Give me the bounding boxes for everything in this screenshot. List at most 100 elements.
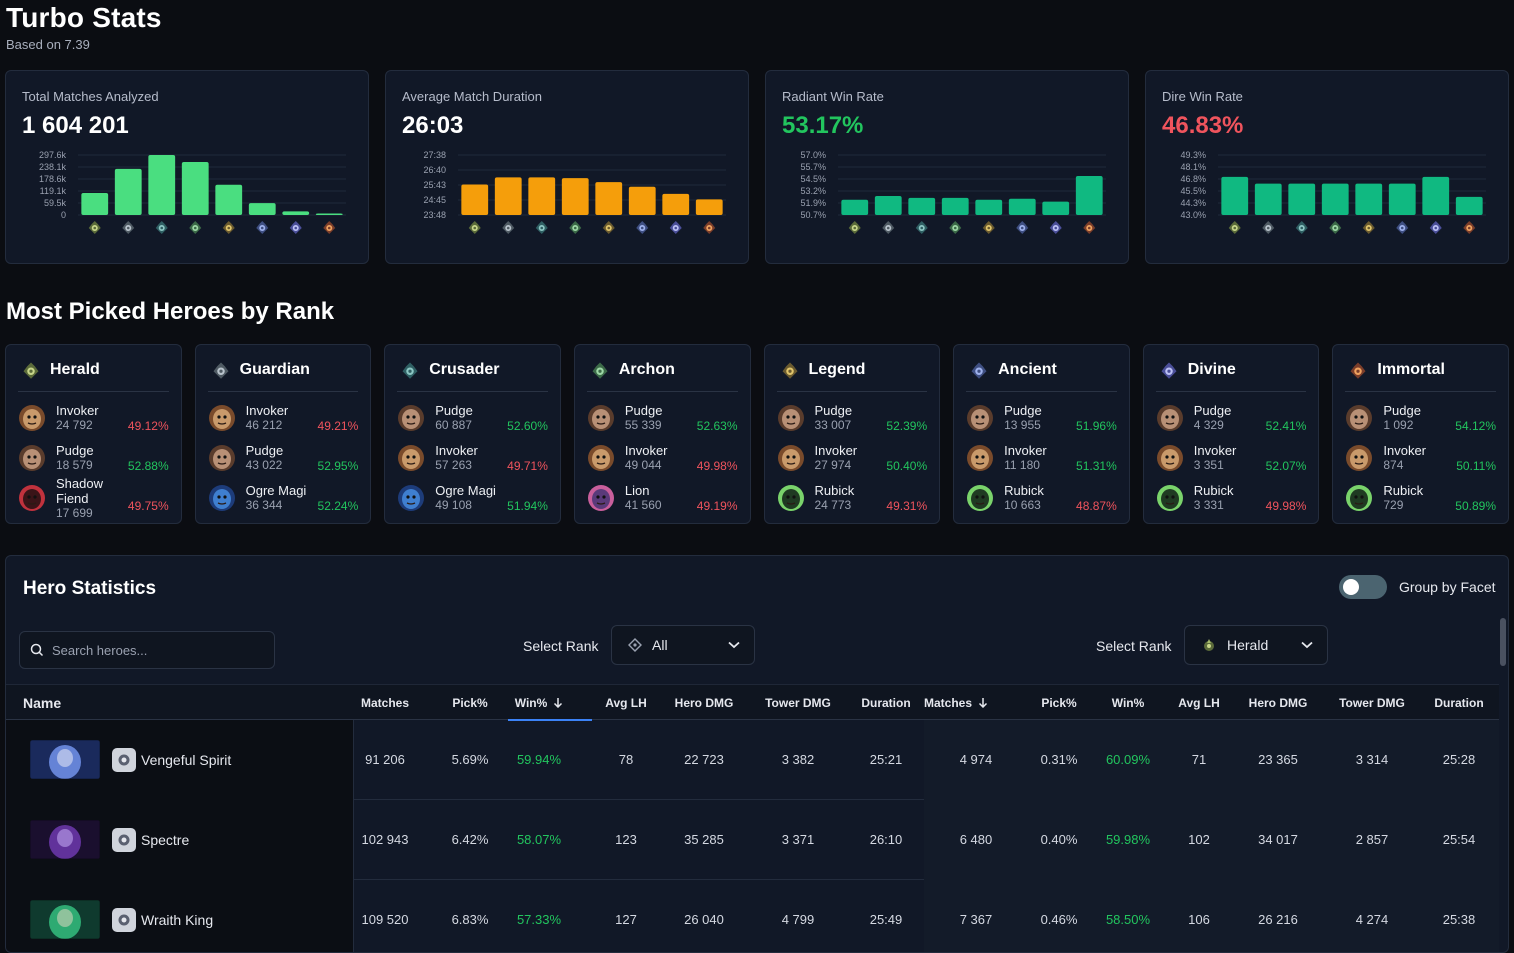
bar-herald[interactable] xyxy=(841,199,869,215)
column-left-pick[interactable]: Pick% xyxy=(430,696,510,710)
rank-hero-row[interactable]: Rubick 10 663 48.87% xyxy=(966,478,1117,518)
table-scrollbar[interactable] xyxy=(1500,618,1506,666)
bar-archon[interactable] xyxy=(941,197,969,215)
column-right-pick[interactable]: Pick% xyxy=(1019,696,1099,710)
bar-divine[interactable] xyxy=(282,211,310,215)
bar-archon[interactable] xyxy=(561,178,589,215)
column-left-hero-dmg[interactable]: Hero DMG xyxy=(664,696,744,710)
rank-hero-row[interactable]: Invoker 27 974 50.40% xyxy=(777,438,927,478)
bar-ancient[interactable] xyxy=(1388,183,1416,215)
column-right-win[interactable]: Win% xyxy=(1088,696,1168,710)
rubick-hero-icon xyxy=(1346,485,1373,511)
bar-herald[interactable] xyxy=(81,193,109,215)
hero-winrate: 49.21% xyxy=(317,419,359,433)
rank-hero-row[interactable]: Ogre Magi 36 344 52.24% xyxy=(208,478,358,518)
column-right-avg-lh[interactable]: Avg LH xyxy=(1159,696,1239,710)
stat-card-total-matches: Total Matches Analyzed 1 604 201 297.6k 2… xyxy=(5,70,369,264)
bar-crusader[interactable] xyxy=(1288,183,1316,215)
rank-filtered-columns-bg xyxy=(924,800,1499,880)
bar-crusader[interactable] xyxy=(528,177,556,215)
rank-hero-row[interactable]: Invoker 874 50.11% xyxy=(1345,438,1496,478)
bar-immortal[interactable] xyxy=(695,199,723,215)
hero-meta: Shadow Fiend 17 699 xyxy=(56,476,128,521)
rank-hero-row[interactable]: Lion 41 560 49.19% xyxy=(587,478,738,518)
bar-legend[interactable] xyxy=(215,184,243,215)
facet-icon[interactable] xyxy=(112,828,136,852)
bar-ancient[interactable] xyxy=(1008,198,1036,215)
rank-hero-row[interactable]: Rubick 3 331 49.98% xyxy=(1156,478,1306,518)
rank-hero-row[interactable]: Invoker 57 263 49.71% xyxy=(397,438,548,478)
facet-icon[interactable] xyxy=(112,908,136,932)
rank-hero-row[interactable]: Ogre Magi 49 108 51.94% xyxy=(397,478,548,518)
hero-winrate: 52.95% xyxy=(317,459,359,473)
bar-ancient[interactable] xyxy=(628,186,656,215)
bar-immortal[interactable] xyxy=(1455,196,1483,215)
legend-rank-icon xyxy=(602,221,615,234)
bar-ancient[interactable] xyxy=(248,203,276,215)
rank-hero-row[interactable]: Pudge 1 092 54.12% xyxy=(1345,398,1496,438)
bar-archon[interactable] xyxy=(1321,183,1349,215)
rank-hero-row[interactable]: Pudge 55 339 52.63% xyxy=(587,398,738,438)
rank-hero-row[interactable]: Pudge 43 022 52.95% xyxy=(208,438,359,478)
select-rank-herald-dropdown[interactable]: Herald xyxy=(1184,625,1328,665)
rank-hero-row[interactable]: Invoker 24 792 49.12% xyxy=(18,398,169,438)
rank-hero-row[interactable]: Pudge 60 887 52.60% xyxy=(397,398,548,438)
bar-legend[interactable] xyxy=(595,182,623,215)
rank-hero-row[interactable]: Rubick 24 773 49.31% xyxy=(777,478,927,518)
rank-hero-row[interactable]: Pudge 4 329 52.41% xyxy=(1156,398,1306,438)
column-left-win[interactable]: Win% xyxy=(499,696,579,710)
rank-hero-row[interactable]: Pudge 18 579 52.88% xyxy=(18,438,169,478)
rank-hero-row[interactable]: Rubick 729 50.89% xyxy=(1345,478,1496,518)
group-by-facet-toggle[interactable] xyxy=(1339,575,1387,599)
legend-rank-icon xyxy=(779,359,801,381)
bar-guardian[interactable] xyxy=(874,195,902,215)
herald-rank-icon xyxy=(468,221,481,234)
column-left-duration[interactable]: Duration xyxy=(846,696,926,710)
rank-hero-row[interactable]: Shadow Fiend 17 699 49.75% xyxy=(18,476,169,521)
rank-filtered-columns-bg xyxy=(924,720,1499,800)
bar-legend[interactable] xyxy=(1355,183,1383,215)
select-rank-all-dropdown[interactable]: All xyxy=(611,625,755,665)
legend-rank-icon xyxy=(222,221,235,234)
table-row[interactable]: Spectre 102 943 6.42% 58.07% 123 35 285 3 371 2… xyxy=(6,800,1499,880)
column-right-matches[interactable]: Matches xyxy=(916,696,996,710)
vengeful-spirit-portrait xyxy=(30,740,100,779)
table-row[interactable]: Wraith King 109 520 6.83% 57.33% 127 26 040 4 … xyxy=(6,880,1499,952)
hero-name[interactable]: Wraith King xyxy=(141,912,214,928)
column-right-duration[interactable]: Duration xyxy=(1419,696,1499,710)
hero-name[interactable]: Spectre xyxy=(141,832,190,848)
rank-hero-row[interactable]: Invoker 49 044 49.98% xyxy=(587,438,738,478)
hero-name[interactable]: Vengeful Spirit xyxy=(141,752,232,768)
column-left-matches[interactable]: Matches xyxy=(345,696,425,710)
search-input[interactable]: Search heroes... xyxy=(19,631,275,669)
bar-divine[interactable] xyxy=(1042,201,1070,215)
rank-hero-row[interactable]: Invoker 11 180 51.31% xyxy=(966,438,1117,478)
bar-divine[interactable] xyxy=(1422,176,1450,215)
stat-label: Radiant Win Rate xyxy=(782,89,884,104)
bar-herald[interactable] xyxy=(1221,176,1249,215)
bar-immortal[interactable] xyxy=(315,213,343,216)
table-row[interactable]: Vengeful Spirit 91 206 5.69% 59.94% 78 22 723… xyxy=(6,720,1499,800)
bar-divine[interactable] xyxy=(662,193,690,215)
rank-hero-row[interactable]: Pudge 33 007 52.39% xyxy=(777,398,927,438)
bar-crusader[interactable] xyxy=(148,155,176,215)
column-right-tower-dmg[interactable]: Tower DMG xyxy=(1332,696,1412,710)
bar-legend[interactable] xyxy=(975,199,1003,215)
column-left-tower-dmg[interactable]: Tower DMG xyxy=(758,696,838,710)
bar-archon[interactable] xyxy=(181,161,209,215)
facet-icon[interactable] xyxy=(112,748,136,772)
rank-hero-row[interactable]: Invoker 3 351 52.07% xyxy=(1156,438,1306,478)
cell-all-win: 59.94% xyxy=(516,752,562,767)
bar-guardian[interactable] xyxy=(494,177,522,215)
bar-guardian[interactable] xyxy=(114,168,142,215)
bar-guardian[interactable] xyxy=(1254,183,1282,215)
hero-winrate: 48.87% xyxy=(1076,499,1117,513)
rank-hero-row[interactable]: Pudge 13 955 51.96% xyxy=(966,398,1117,438)
bar-immortal[interactable] xyxy=(1075,175,1103,215)
bar-crusader[interactable] xyxy=(908,197,936,215)
column-name[interactable]: Name xyxy=(23,695,62,711)
rank-hero-row[interactable]: Invoker 46 212 49.21% xyxy=(208,398,359,438)
column-left-avg-lh[interactable]: Avg LH xyxy=(586,696,666,710)
bar-herald[interactable] xyxy=(461,184,489,215)
column-right-hero-dmg[interactable]: Hero DMG xyxy=(1238,696,1318,710)
